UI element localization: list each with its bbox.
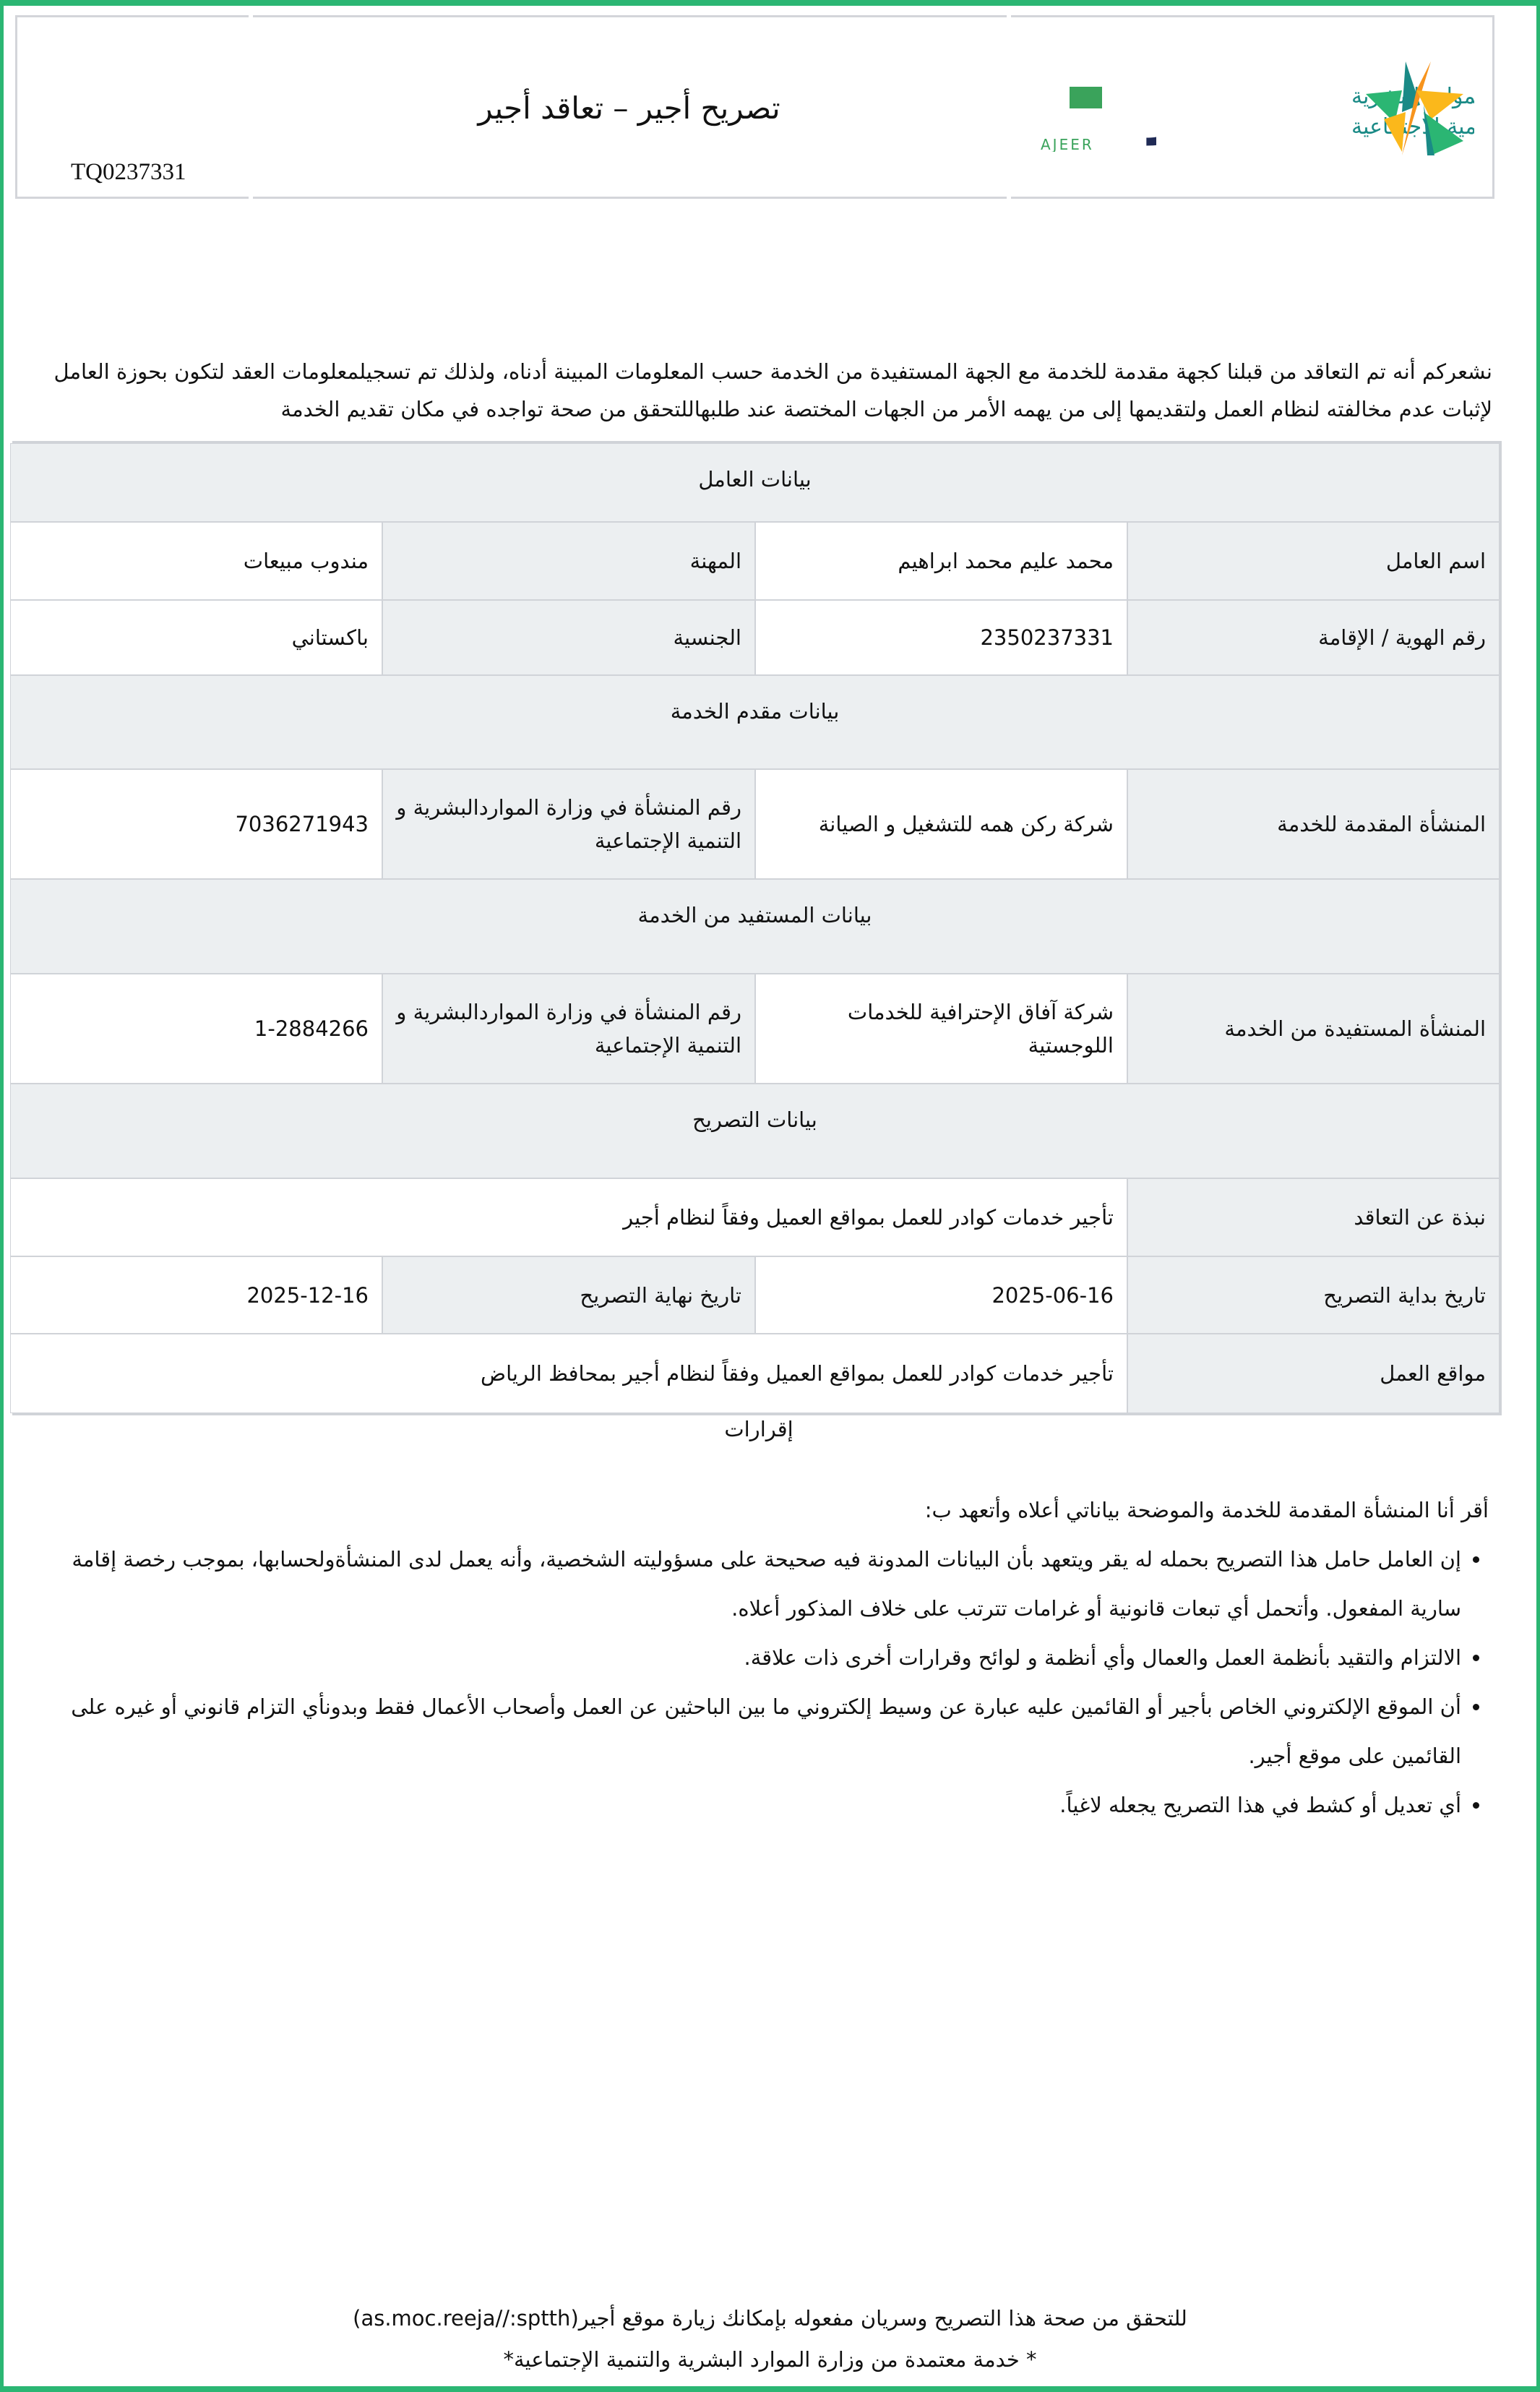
permit-code: TQ0237331: [71, 159, 186, 185]
permit-end-label: تاريخ نهاية التصريح: [382, 1256, 755, 1334]
header-divider: [1007, 15, 1011, 199]
beneficiary-org-label: المنشأة المستفيدة من الخدمة: [1127, 974, 1500, 1084]
permit-table: بيانات العامل اسم العامل محمد عليم محمد …: [10, 441, 1502, 1415]
provider-reg-label: رقم المنشأة في وزارة المواردالبشرية و ال…: [382, 769, 755, 879]
provider-org-label: المنشأة المقدمة للخدمة: [1127, 769, 1500, 879]
acknowledgement-item: أي تعديل أو كشط في هذا التصريح يجعله لاغ…: [58, 1780, 1461, 1830]
beneficiary-reg: 1-2884266: [10, 974, 382, 1084]
ajeer-logo-text: أجير: [1146, 67, 1156, 145]
page-title: تصريح أجير – تعاقد أجير: [478, 90, 780, 126]
acknowledgement-item: إن العامل حامل هذا التصريح بحمله له يقر …: [58, 1535, 1461, 1633]
worker-job: مندوب مبيعات: [10, 522, 382, 600]
worker-job-label: المهنة: [382, 522, 755, 600]
provider-org: شركة ركن همه للتشغيل و الصيانة: [755, 769, 1127, 879]
permit-end: 2025-12-16: [10, 1256, 382, 1334]
ajeer-logo-mark: [1070, 87, 1102, 108]
acknowledgements-list: إن العامل حامل هذا التصريح بحمله له يقر …: [58, 1535, 1489, 1830]
worker-name: محمد عليم محمد ابراهيم: [755, 522, 1127, 600]
section-beneficiary: بيانات المستفيد من الخدمة: [10, 879, 1500, 974]
worker-name-label: اسم العامل: [1127, 522, 1500, 600]
ajeer-logo: أجير AJEER: [1041, 67, 1156, 152]
acknowledgements: أقر أنا المنشأة المقدمة للخدمة والموضحة …: [58, 1486, 1489, 1830]
acknowledgements-title: إقرارات: [724, 1417, 793, 1441]
worker-nationality: باكستاني: [10, 600, 382, 675]
header-divider: [249, 15, 253, 199]
verification-note: للتحقق من صحة هذا التصريح وسريان مفعوله …: [353, 2306, 1187, 2331]
work-sites: تأجير خدمات كوادر للعمل بمواقع العميل وف…: [10, 1334, 1127, 1413]
acknowledgement-item: أن الموقع الإلكتروني الخاص بأجير أو القا…: [58, 1682, 1461, 1780]
acknowledgement-item: الالتزام والتقيد بأنظمة العمل والعمال وأ…: [58, 1633, 1462, 1682]
beneficiary-reg-label: رقم المنشأة في وزارة المواردالبشرية و ال…: [382, 974, 755, 1084]
ministry-logo: الموارد البشرية والتنمية الاجتماعية: [1351, 61, 1474, 155]
permit-summary-label: نبذة عن التعاقد: [1127, 1178, 1500, 1256]
section-worker: بيانات العامل: [10, 443, 1500, 522]
intro-paragraph: نشعركم أنه تم التعاقد من قبلنا كجهة مقدم…: [53, 359, 1492, 421]
worker-nationality-label: الجنسية: [382, 600, 755, 675]
provider-reg: 7036271943: [10, 769, 382, 879]
approval-note: * خدمة معتمدة من وزارة الموارد البشرية و…: [503, 2347, 1037, 2372]
section-provider: بيانات مقدم الخدمة: [10, 675, 1500, 769]
worker-id: 2350237331: [755, 600, 1127, 675]
worker-id-label: رقم الهوية / الإقامة: [1127, 600, 1500, 675]
acknowledgements-intro: أقر أنا المنشأة المقدمة للخدمة والموضحة …: [924, 1498, 1489, 1522]
section-permit: بيانات التصريح: [10, 1084, 1500, 1178]
beneficiary-org: شركة آفاق الإحترافية للخدمات اللوجستية: [755, 974, 1127, 1084]
ministry-star-icon: [1366, 61, 1463, 155]
work-sites-label: مواقع العمل: [1127, 1334, 1500, 1413]
permit-start-label: تاريخ بداية التصريح: [1127, 1256, 1500, 1334]
permit-start: 2025-06-16: [755, 1256, 1127, 1334]
ajeer-logo-latin: AJEER: [1041, 136, 1094, 152]
document-header: [15, 15, 1494, 199]
permit-summary: تأجير خدمات كوادر للعمل بمواقع العميل وف…: [10, 1178, 1127, 1256]
